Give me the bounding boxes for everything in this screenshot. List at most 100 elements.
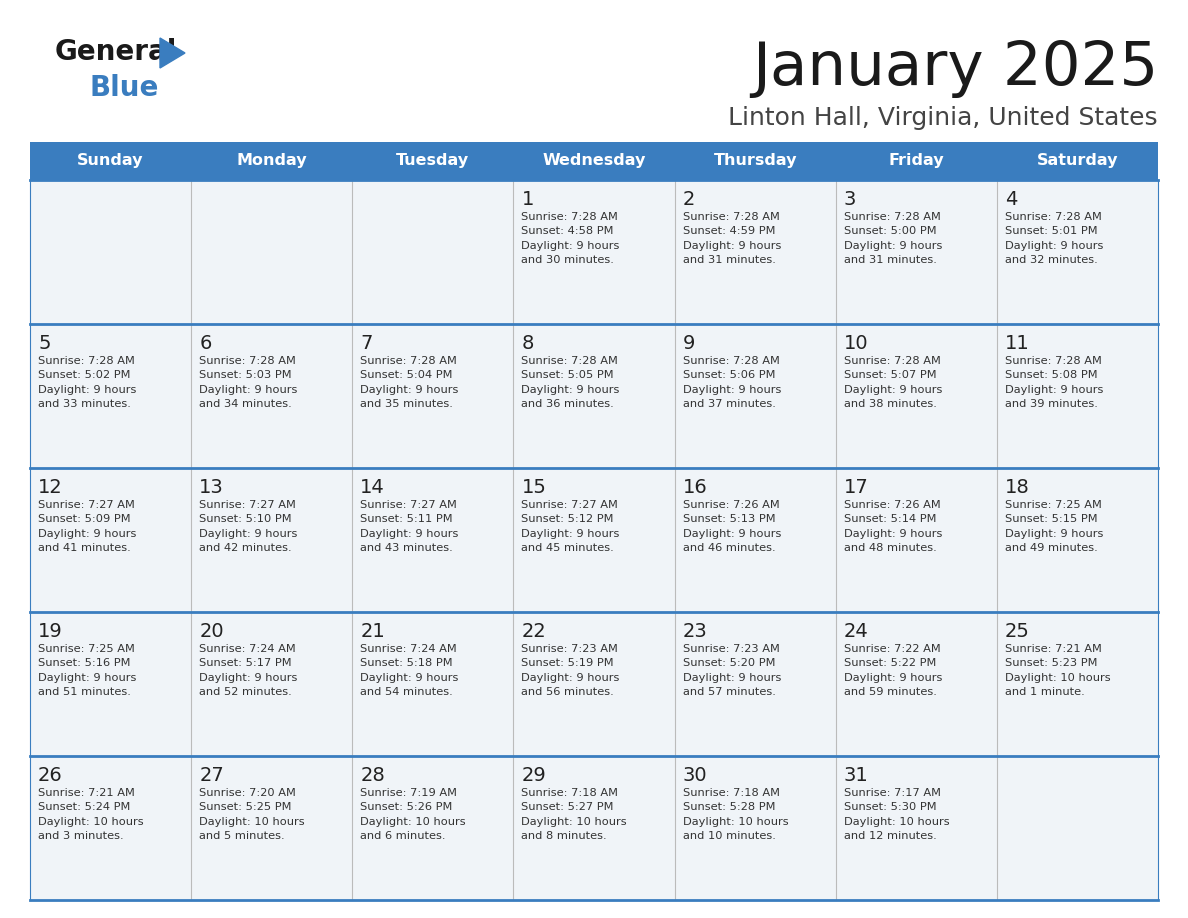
Text: Wednesday: Wednesday bbox=[542, 153, 646, 169]
FancyBboxPatch shape bbox=[997, 324, 1158, 468]
FancyBboxPatch shape bbox=[191, 324, 353, 468]
Text: Sunrise: 7:27 AM
Sunset: 5:09 PM
Daylight: 9 hours
and 41 minutes.: Sunrise: 7:27 AM Sunset: 5:09 PM Dayligh… bbox=[38, 500, 137, 554]
Text: Thursday: Thursday bbox=[713, 153, 797, 169]
Text: Sunrise: 7:24 AM
Sunset: 5:18 PM
Daylight: 9 hours
and 54 minutes.: Sunrise: 7:24 AM Sunset: 5:18 PM Dayligh… bbox=[360, 644, 459, 697]
Text: Sunrise: 7:17 AM
Sunset: 5:30 PM
Daylight: 10 hours
and 12 minutes.: Sunrise: 7:17 AM Sunset: 5:30 PM Dayligh… bbox=[843, 788, 949, 841]
Text: 25: 25 bbox=[1005, 622, 1030, 641]
Text: 29: 29 bbox=[522, 766, 546, 785]
Text: Sunrise: 7:26 AM
Sunset: 5:13 PM
Daylight: 9 hours
and 46 minutes.: Sunrise: 7:26 AM Sunset: 5:13 PM Dayligh… bbox=[683, 500, 781, 554]
FancyBboxPatch shape bbox=[30, 142, 1158, 180]
FancyBboxPatch shape bbox=[191, 180, 353, 324]
Text: Monday: Monday bbox=[236, 153, 307, 169]
Text: January 2025: January 2025 bbox=[752, 39, 1158, 97]
Text: 2: 2 bbox=[683, 190, 695, 209]
Text: 13: 13 bbox=[200, 478, 223, 497]
FancyBboxPatch shape bbox=[513, 612, 675, 756]
Text: Tuesday: Tuesday bbox=[397, 153, 469, 169]
Text: Sunrise: 7:28 AM
Sunset: 5:02 PM
Daylight: 9 hours
and 33 minutes.: Sunrise: 7:28 AM Sunset: 5:02 PM Dayligh… bbox=[38, 356, 137, 409]
Text: Sunrise: 7:24 AM
Sunset: 5:17 PM
Daylight: 9 hours
and 52 minutes.: Sunrise: 7:24 AM Sunset: 5:17 PM Dayligh… bbox=[200, 644, 297, 697]
Text: 16: 16 bbox=[683, 478, 707, 497]
Text: 21: 21 bbox=[360, 622, 385, 641]
Text: 10: 10 bbox=[843, 334, 868, 353]
FancyBboxPatch shape bbox=[513, 180, 675, 324]
FancyBboxPatch shape bbox=[30, 180, 191, 324]
Text: General: General bbox=[55, 38, 177, 66]
FancyBboxPatch shape bbox=[675, 180, 835, 324]
Text: 11: 11 bbox=[1005, 334, 1030, 353]
Text: 12: 12 bbox=[38, 478, 63, 497]
Text: 15: 15 bbox=[522, 478, 546, 497]
FancyBboxPatch shape bbox=[353, 324, 513, 468]
FancyBboxPatch shape bbox=[835, 612, 997, 756]
FancyBboxPatch shape bbox=[835, 468, 997, 612]
Text: 3: 3 bbox=[843, 190, 857, 209]
Text: 24: 24 bbox=[843, 622, 868, 641]
Text: 23: 23 bbox=[683, 622, 707, 641]
FancyBboxPatch shape bbox=[675, 468, 835, 612]
Text: 5: 5 bbox=[38, 334, 51, 353]
FancyBboxPatch shape bbox=[835, 324, 997, 468]
Text: Linton Hall, Virginia, United States: Linton Hall, Virginia, United States bbox=[728, 106, 1158, 130]
Text: Sunrise: 7:27 AM
Sunset: 5:10 PM
Daylight: 9 hours
and 42 minutes.: Sunrise: 7:27 AM Sunset: 5:10 PM Dayligh… bbox=[200, 500, 297, 554]
Text: Blue: Blue bbox=[90, 74, 159, 102]
FancyBboxPatch shape bbox=[30, 324, 191, 468]
Text: Sunrise: 7:28 AM
Sunset: 5:00 PM
Daylight: 9 hours
and 31 minutes.: Sunrise: 7:28 AM Sunset: 5:00 PM Dayligh… bbox=[843, 212, 942, 265]
Text: 26: 26 bbox=[38, 766, 63, 785]
Text: 8: 8 bbox=[522, 334, 533, 353]
FancyBboxPatch shape bbox=[997, 468, 1158, 612]
Text: Sunrise: 7:20 AM
Sunset: 5:25 PM
Daylight: 10 hours
and 5 minutes.: Sunrise: 7:20 AM Sunset: 5:25 PM Dayligh… bbox=[200, 788, 305, 841]
FancyBboxPatch shape bbox=[191, 468, 353, 612]
Text: 19: 19 bbox=[38, 622, 63, 641]
Text: 17: 17 bbox=[843, 478, 868, 497]
FancyBboxPatch shape bbox=[513, 468, 675, 612]
FancyBboxPatch shape bbox=[191, 756, 353, 900]
Text: Sunrise: 7:28 AM
Sunset: 5:04 PM
Daylight: 9 hours
and 35 minutes.: Sunrise: 7:28 AM Sunset: 5:04 PM Dayligh… bbox=[360, 356, 459, 409]
Text: 14: 14 bbox=[360, 478, 385, 497]
Text: 9: 9 bbox=[683, 334, 695, 353]
FancyBboxPatch shape bbox=[675, 324, 835, 468]
FancyBboxPatch shape bbox=[835, 756, 997, 900]
Text: Sunrise: 7:28 AM
Sunset: 5:01 PM
Daylight: 9 hours
and 32 minutes.: Sunrise: 7:28 AM Sunset: 5:01 PM Dayligh… bbox=[1005, 212, 1104, 265]
Text: Saturday: Saturday bbox=[1037, 153, 1118, 169]
Text: Sunrise: 7:18 AM
Sunset: 5:27 PM
Daylight: 10 hours
and 8 minutes.: Sunrise: 7:18 AM Sunset: 5:27 PM Dayligh… bbox=[522, 788, 627, 841]
Text: Sunday: Sunday bbox=[77, 153, 144, 169]
Text: 28: 28 bbox=[360, 766, 385, 785]
Text: Sunrise: 7:28 AM
Sunset: 4:59 PM
Daylight: 9 hours
and 31 minutes.: Sunrise: 7:28 AM Sunset: 4:59 PM Dayligh… bbox=[683, 212, 781, 265]
FancyBboxPatch shape bbox=[30, 756, 191, 900]
Text: 31: 31 bbox=[843, 766, 868, 785]
FancyBboxPatch shape bbox=[353, 756, 513, 900]
Text: 30: 30 bbox=[683, 766, 707, 785]
Text: Sunrise: 7:21 AM
Sunset: 5:24 PM
Daylight: 10 hours
and 3 minutes.: Sunrise: 7:21 AM Sunset: 5:24 PM Dayligh… bbox=[38, 788, 144, 841]
FancyBboxPatch shape bbox=[997, 756, 1158, 900]
FancyBboxPatch shape bbox=[835, 180, 997, 324]
Text: Sunrise: 7:19 AM
Sunset: 5:26 PM
Daylight: 10 hours
and 6 minutes.: Sunrise: 7:19 AM Sunset: 5:26 PM Dayligh… bbox=[360, 788, 466, 841]
Polygon shape bbox=[160, 38, 185, 68]
FancyBboxPatch shape bbox=[353, 180, 513, 324]
Text: Sunrise: 7:21 AM
Sunset: 5:23 PM
Daylight: 10 hours
and 1 minute.: Sunrise: 7:21 AM Sunset: 5:23 PM Dayligh… bbox=[1005, 644, 1111, 697]
Text: 20: 20 bbox=[200, 622, 223, 641]
FancyBboxPatch shape bbox=[675, 612, 835, 756]
Text: Sunrise: 7:28 AM
Sunset: 5:06 PM
Daylight: 9 hours
and 37 minutes.: Sunrise: 7:28 AM Sunset: 5:06 PM Dayligh… bbox=[683, 356, 781, 409]
Text: Sunrise: 7:28 AM
Sunset: 5:03 PM
Daylight: 9 hours
and 34 minutes.: Sunrise: 7:28 AM Sunset: 5:03 PM Dayligh… bbox=[200, 356, 297, 409]
Text: 18: 18 bbox=[1005, 478, 1030, 497]
FancyBboxPatch shape bbox=[675, 756, 835, 900]
Text: Sunrise: 7:18 AM
Sunset: 5:28 PM
Daylight: 10 hours
and 10 minutes.: Sunrise: 7:18 AM Sunset: 5:28 PM Dayligh… bbox=[683, 788, 788, 841]
Text: 22: 22 bbox=[522, 622, 546, 641]
FancyBboxPatch shape bbox=[353, 612, 513, 756]
Text: Sunrise: 7:27 AM
Sunset: 5:12 PM
Daylight: 9 hours
and 45 minutes.: Sunrise: 7:27 AM Sunset: 5:12 PM Dayligh… bbox=[522, 500, 620, 554]
Text: Sunrise: 7:27 AM
Sunset: 5:11 PM
Daylight: 9 hours
and 43 minutes.: Sunrise: 7:27 AM Sunset: 5:11 PM Dayligh… bbox=[360, 500, 459, 554]
FancyBboxPatch shape bbox=[30, 612, 191, 756]
Text: Sunrise: 7:25 AM
Sunset: 5:16 PM
Daylight: 9 hours
and 51 minutes.: Sunrise: 7:25 AM Sunset: 5:16 PM Dayligh… bbox=[38, 644, 137, 697]
Text: Friday: Friday bbox=[889, 153, 944, 169]
FancyBboxPatch shape bbox=[997, 180, 1158, 324]
Text: Sunrise: 7:26 AM
Sunset: 5:14 PM
Daylight: 9 hours
and 48 minutes.: Sunrise: 7:26 AM Sunset: 5:14 PM Dayligh… bbox=[843, 500, 942, 554]
FancyBboxPatch shape bbox=[30, 468, 191, 612]
Text: 1: 1 bbox=[522, 190, 533, 209]
Text: 4: 4 bbox=[1005, 190, 1017, 209]
Text: Sunrise: 7:22 AM
Sunset: 5:22 PM
Daylight: 9 hours
and 59 minutes.: Sunrise: 7:22 AM Sunset: 5:22 PM Dayligh… bbox=[843, 644, 942, 697]
Text: 7: 7 bbox=[360, 334, 373, 353]
Text: Sunrise: 7:25 AM
Sunset: 5:15 PM
Daylight: 9 hours
and 49 minutes.: Sunrise: 7:25 AM Sunset: 5:15 PM Dayligh… bbox=[1005, 500, 1104, 554]
Text: 27: 27 bbox=[200, 766, 223, 785]
Text: Sunrise: 7:28 AM
Sunset: 4:58 PM
Daylight: 9 hours
and 30 minutes.: Sunrise: 7:28 AM Sunset: 4:58 PM Dayligh… bbox=[522, 212, 620, 265]
Text: 6: 6 bbox=[200, 334, 211, 353]
